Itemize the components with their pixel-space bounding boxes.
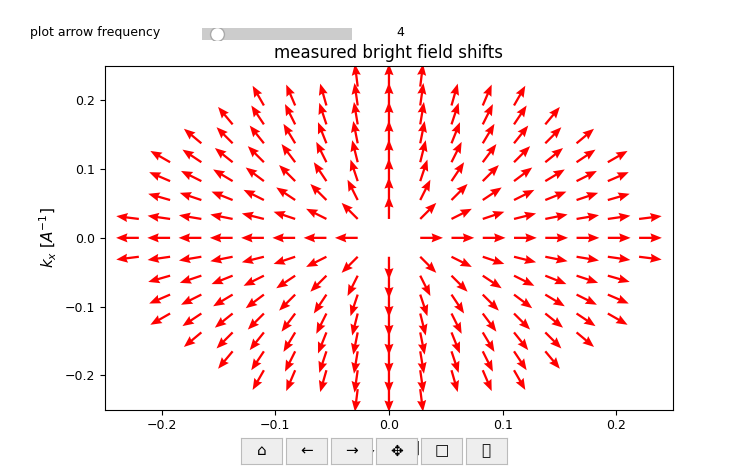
Text: □: □ xyxy=(434,444,449,458)
X-axis label: $k_y$ [$A^{-1}$]: $k_y$ [$A^{-1}$] xyxy=(358,438,420,462)
Text: →: → xyxy=(345,444,358,458)
Text: ⌂: ⌂ xyxy=(257,444,266,458)
Text: 💾: 💾 xyxy=(482,444,491,458)
Text: plot arrow frequency: plot arrow frequency xyxy=(30,26,160,40)
Y-axis label: $k_x$ [$A^{-1}$]: $k_x$ [$A^{-1}$] xyxy=(38,207,59,268)
Title: measured bright field shifts: measured bright field shifts xyxy=(275,44,503,62)
Text: ✥: ✥ xyxy=(390,444,403,458)
Text: ←: ← xyxy=(300,444,313,458)
Text: 4: 4 xyxy=(396,26,405,40)
